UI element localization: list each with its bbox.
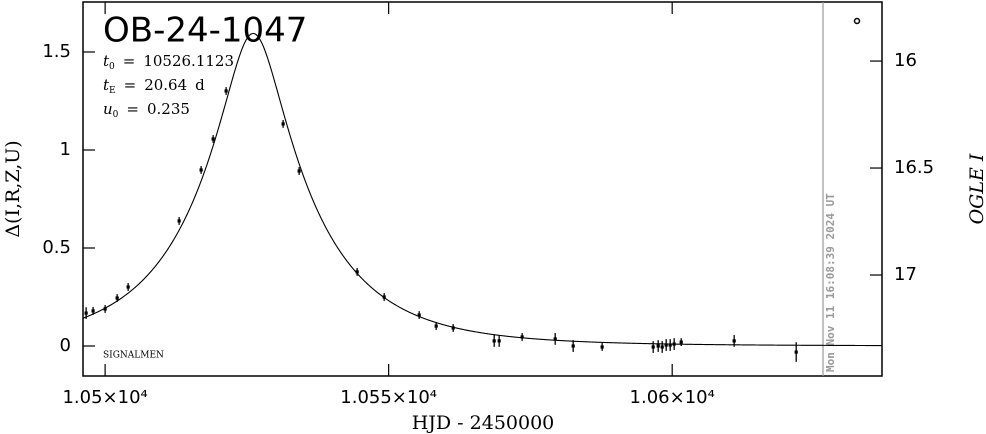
- model-curve: [83, 32, 882, 347]
- now-label: Mon Nov 11 16:08:39 2024 UT: [824, 193, 837, 372]
- data-point: [656, 344, 660, 348]
- parameter-separator: =: [124, 76, 137, 94]
- data-point: [571, 344, 575, 348]
- data-point: [672, 342, 676, 346]
- data-point: [199, 168, 203, 172]
- y2-axis-label: OGLE I: [966, 153, 986, 224]
- parameter-subscript: 0: [113, 110, 119, 120]
- data-point: [224, 89, 228, 93]
- data-point: [679, 340, 683, 344]
- parameter-separator: =: [126, 100, 139, 118]
- y2-tick-label: 16.5: [894, 157, 934, 178]
- data-point: [126, 285, 130, 289]
- data-point: [211, 137, 215, 141]
- marker-symbol: [853, 17, 861, 25]
- parameter-value: 20.64: [144, 76, 187, 94]
- parameter-symbol: t: [103, 76, 110, 94]
- data-point: [103, 307, 107, 311]
- plot-frame: [82, 1, 883, 377]
- data-point: [668, 343, 672, 347]
- model-parameter: tE = 20.64 d: [103, 76, 205, 96]
- parameter-value: 10526.1123: [143, 52, 234, 70]
- data-point: [732, 339, 736, 343]
- parameter-value: 0.235: [147, 100, 190, 118]
- data-point: [177, 219, 181, 223]
- parameter-symbol: t: [103, 52, 110, 70]
- x-tick-label: 1.055×10⁴: [340, 387, 437, 408]
- data-point: [600, 345, 604, 349]
- parameter-unit: d: [195, 76, 205, 94]
- x-tick-label: 1.05×10⁴: [62, 387, 147, 408]
- data-point: [497, 339, 501, 343]
- chart-title: OB-24-1047: [103, 11, 307, 51]
- parameter-separator: =: [123, 52, 136, 70]
- model-parameter: t0 = 10526.1123: [103, 52, 234, 72]
- data-point: [651, 345, 655, 349]
- model-parameter: u0 = 0.235: [103, 100, 190, 120]
- data-point: [417, 313, 421, 317]
- y2-tick-label: 17: [894, 264, 917, 285]
- data-point: [355, 270, 359, 274]
- data-point: [553, 337, 557, 341]
- data-point: [382, 295, 386, 299]
- y2-tick-label: 16: [894, 50, 917, 71]
- y-tick-label: 0: [60, 335, 71, 356]
- data-point: [84, 311, 88, 315]
- parameter-subscript: E: [109, 86, 116, 96]
- data-point: [520, 335, 524, 339]
- y-tick-label: 1: [60, 139, 71, 160]
- x-tick-label: 1.06×10⁴: [630, 387, 715, 408]
- y-tick-label: 0.5: [42, 237, 71, 258]
- data-point: [664, 343, 668, 347]
- data-point: [451, 326, 455, 330]
- y-axis-label: Δ(I,R,Z,U): [2, 140, 24, 237]
- data-point: [794, 350, 798, 354]
- x-axis-label: HJD - 2450000: [412, 412, 555, 434]
- data-point: [281, 122, 285, 126]
- data-point: [115, 296, 119, 300]
- data-point: [492, 339, 496, 343]
- parameter-symbol: u: [103, 100, 113, 118]
- data-point: [91, 309, 95, 313]
- data-point: [434, 324, 438, 328]
- parameter-subscript: 0: [109, 62, 115, 72]
- data-point: [297, 169, 301, 173]
- data-point: [660, 345, 664, 349]
- footnote: SIGNALMEN: [103, 351, 164, 361]
- y-tick-label: 1.5: [42, 41, 71, 62]
